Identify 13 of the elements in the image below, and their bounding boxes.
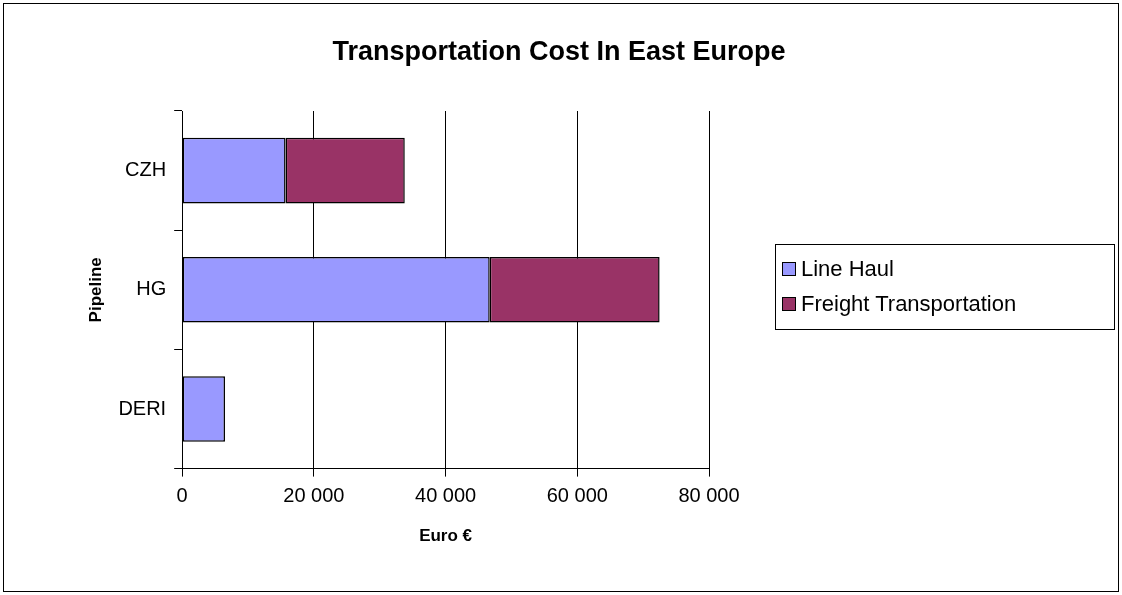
chart-title: Transportation Cost In East Europe xyxy=(331,36,787,67)
x-tick-label: 60 000 xyxy=(546,484,608,507)
y-axis-title: Pipeline xyxy=(85,257,105,323)
y-tick-label: HG xyxy=(136,277,167,300)
x-tick-label: 20 000 xyxy=(283,484,345,507)
x-tick-label: 40 000 xyxy=(415,484,477,507)
x-tick-label: 0 xyxy=(176,484,188,507)
legend-label: Line Haul xyxy=(801,255,894,282)
x-tick-label: 80 000 xyxy=(678,484,740,507)
x-axis-title: Euro € xyxy=(419,526,473,546)
legend-label: Freight Transportation xyxy=(801,290,1017,317)
y-tick-label: DERI xyxy=(118,396,167,419)
y-tick-label: CZH xyxy=(125,158,167,181)
